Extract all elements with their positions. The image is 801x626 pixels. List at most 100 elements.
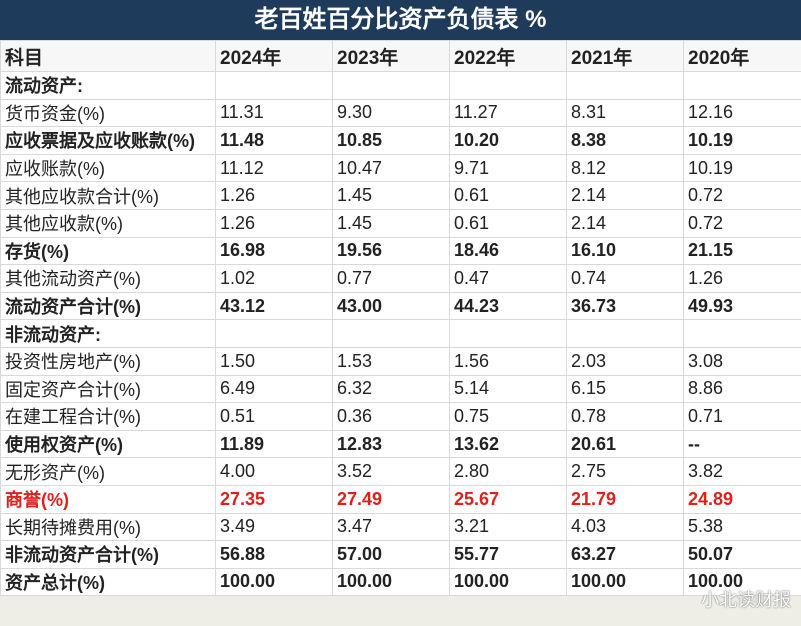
row-label: 非流动资产: — [0, 319, 216, 348]
row-label: 货币资金(%) — [0, 98, 216, 128]
row-label: 流动资产合计(%) — [0, 291, 216, 321]
row-label: 商誉(%) — [0, 484, 216, 514]
value-cell: -- — [683, 429, 801, 459]
value-cell: 100.00 — [332, 567, 450, 597]
value-cell: 57.00 — [332, 540, 450, 569]
table-row: 其他应收款(%) 1.26 1.45 0.61 2.14 0.72 — [0, 208, 801, 238]
value-cell: 1.50 — [215, 346, 333, 376]
value-cell: 18.46 — [449, 236, 567, 266]
value-cell: 3.49 — [215, 512, 333, 542]
table-row: 流动资产合计(%) 43.12 43.00 44.23 36.73 49.93 — [0, 291, 801, 321]
value-cell: 11.12 — [215, 153, 333, 183]
value-cell — [566, 319, 684, 348]
header-cell: 2022年 — [449, 40, 567, 72]
table-row: 流动资产: — [0, 71, 801, 100]
value-cell: 12.83 — [332, 429, 450, 459]
value-cell: 11.48 — [215, 126, 333, 155]
row-label: 长期待摊费用(%) — [0, 512, 216, 542]
row-label: 应收票据及应收账款(%) — [0, 126, 216, 155]
value-cell: 0.72 — [683, 181, 801, 210]
value-cell: 16.10 — [566, 236, 684, 266]
watermark: 小北读财报 — [701, 590, 791, 610]
value-cell — [332, 71, 450, 100]
row-label: 在建工程合计(%) — [0, 402, 216, 431]
value-cell — [566, 71, 684, 100]
value-cell: 24.89 — [683, 484, 801, 514]
table-row: 存货(%) 16.98 19.56 18.46 16.10 21.15 — [0, 236, 801, 266]
value-cell: 0.75 — [449, 402, 567, 431]
value-cell: 0.61 — [449, 208, 567, 238]
row-label: 其他流动资产(%) — [0, 264, 216, 293]
table-row: 投资性房地产(%) 1.50 1.53 1.56 2.03 3.08 — [0, 346, 801, 376]
value-cell: 44.23 — [449, 291, 567, 321]
value-cell: 1.26 — [215, 208, 333, 238]
value-cell: 1.02 — [215, 264, 333, 293]
value-cell: 1.45 — [332, 181, 450, 210]
value-cell: 10.19 — [683, 126, 801, 155]
table-row: 其他应收款合计(%) 1.26 1.45 0.61 2.14 0.72 — [0, 181, 801, 210]
table-row: 资产总计(%) 100.00 100.00 100.00 100.00 100.00 — [0, 567, 801, 597]
value-cell: 5.14 — [449, 374, 567, 404]
value-cell: 1.26 — [683, 264, 801, 293]
value-cell: 43.12 — [215, 291, 333, 321]
value-cell: 1.45 — [332, 208, 450, 238]
value-cell: 0.71 — [683, 402, 801, 431]
row-label: 无形资产(%) — [0, 457, 216, 486]
value-cell: 2.14 — [566, 181, 684, 210]
value-cell: 6.15 — [566, 374, 684, 404]
row-label: 非流动资产合计(%) — [0, 540, 216, 569]
value-cell — [449, 319, 567, 348]
value-cell: 10.47 — [332, 153, 450, 183]
value-cell — [683, 319, 801, 348]
table-row: 无形资产(%) 4.00 3.52 2.80 2.75 3.82 — [0, 457, 801, 486]
value-cell: 50.07 — [683, 540, 801, 569]
value-cell — [215, 319, 333, 348]
value-cell: 6.49 — [215, 374, 333, 404]
value-cell: 55.77 — [449, 540, 567, 569]
value-cell — [332, 319, 450, 348]
value-cell: 100.00 — [683, 567, 801, 597]
value-cell: 27.35 — [215, 484, 333, 514]
value-cell: 0.74 — [566, 264, 684, 293]
value-cell: 1.56 — [449, 346, 567, 376]
value-cell — [683, 71, 801, 100]
row-label: 固定资产合计(%) — [0, 374, 216, 404]
value-cell: 100.00 — [566, 567, 684, 597]
value-cell: 0.72 — [683, 208, 801, 238]
value-cell: 3.21 — [449, 512, 567, 542]
value-cell: 36.73 — [566, 291, 684, 321]
balance-table: 科目 2024年 2023年 2022年 2021年 2020年 流动资产: 货币资金(%) 1… — [0, 40, 801, 597]
value-cell: 8.86 — [683, 374, 801, 404]
table-row: 应收账款(%) 11.12 10.47 9.71 8.12 10.19 — [0, 153, 801, 183]
value-cell: 10.20 — [449, 126, 567, 155]
value-cell: 1.53 — [332, 346, 450, 376]
value-cell: 2.75 — [566, 457, 684, 486]
value-cell: 56.88 — [215, 540, 333, 569]
value-cell: 8.12 — [566, 153, 684, 183]
value-cell: 3.52 — [332, 457, 450, 486]
value-cell: 0.36 — [332, 402, 450, 431]
value-cell: 27.49 — [332, 484, 450, 514]
value-cell: 21.79 — [566, 484, 684, 514]
value-cell: 0.78 — [566, 402, 684, 431]
value-cell: 0.51 — [215, 402, 333, 431]
header-cell: 2024年 — [215, 40, 333, 72]
value-cell: 10.19 — [683, 153, 801, 183]
value-cell: 4.00 — [215, 457, 333, 486]
value-cell: 1.26 — [215, 181, 333, 210]
value-cell: 9.71 — [449, 153, 567, 183]
value-cell: 20.61 — [566, 429, 684, 459]
table-row: 固定资产合计(%) 6.49 6.32 5.14 6.15 8.86 — [0, 374, 801, 404]
table-row: 应收票据及应收账款(%) 11.48 10.85 10.20 8.38 10.19 — [0, 126, 801, 155]
value-cell: 8.38 — [566, 126, 684, 155]
value-cell: 43.00 — [332, 291, 450, 321]
value-cell: 12.16 — [683, 98, 801, 128]
value-cell: 11.89 — [215, 429, 333, 459]
value-cell: 9.30 — [332, 98, 450, 128]
value-cell: 2.80 — [449, 457, 567, 486]
table-row: 非流动资产: — [0, 319, 801, 348]
row-label: 投资性房地产(%) — [0, 346, 216, 376]
header-row: 科目 2024年 2023年 2022年 2021年 2020年 — [0, 40, 801, 72]
value-cell: 5.38 — [683, 512, 801, 542]
